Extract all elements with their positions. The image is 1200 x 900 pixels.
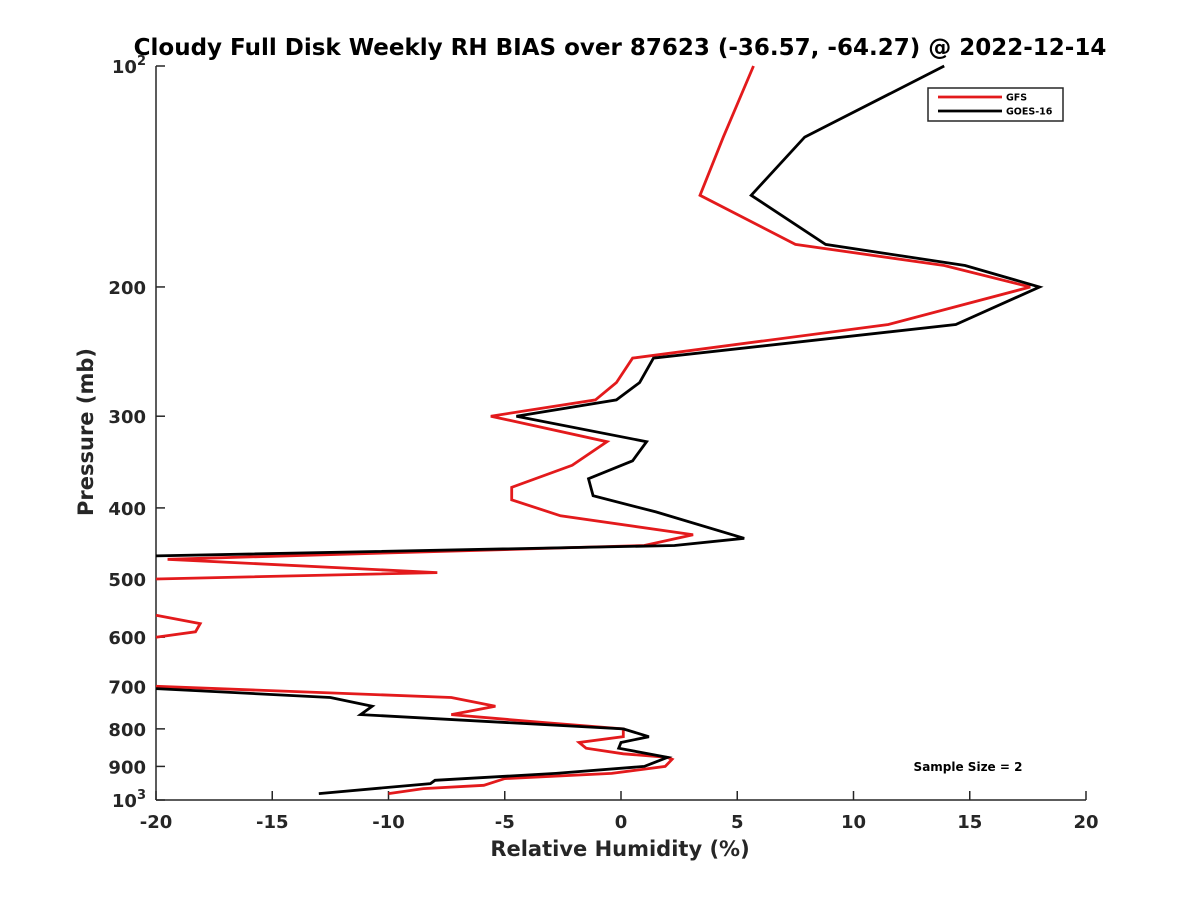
series-line-goes-16 (155, 64, 1044, 795)
y-tick-base: 300 (108, 407, 146, 428)
legend-box (927, 87, 1064, 122)
chart-title: Cloudy Full Disk Weekly RH BIAS over 876… (134, 35, 1107, 61)
series-lines (155, 64, 1044, 795)
x-tick-label: -15 (256, 812, 289, 833)
x-tick-label: 0 (615, 812, 628, 833)
x-tick-label: 5 (731, 812, 744, 833)
y-tick-label: 300 (108, 407, 146, 428)
legend: GFS GOES-16 (927, 87, 1064, 122)
y-tick-label: 800 (108, 720, 146, 741)
x-tick-label: 15 (957, 812, 982, 833)
x-tick-label: 10 (841, 812, 866, 833)
y-tick-base: 500 (108, 570, 146, 591)
x-tick-label: -10 (372, 812, 405, 833)
y-tick-base: 700 (108, 677, 146, 698)
legend-entry-label: GFS (1006, 93, 1027, 104)
y-tick-base: 900 (108, 757, 146, 778)
y-tick-label: 900 (108, 757, 146, 778)
y-tick-base: 800 (108, 720, 146, 741)
y-tick-label: 600 (108, 628, 146, 649)
x-axis-label: Relative Humidity (%) (490, 837, 749, 861)
y-tick-base: 400 (108, 499, 146, 520)
series-line-gfs (155, 65, 1031, 795)
y-tick-label: 400 (108, 499, 146, 520)
y-axis-label: Pressure (mb) (74, 348, 98, 516)
y-tick-exponent: 2 (137, 54, 146, 69)
y-tick-base: 200 (108, 278, 146, 299)
plot-area (155, 66, 1086, 801)
y-tick-base: 10 (112, 57, 137, 78)
y-tick-base: 600 (108, 628, 146, 649)
y-tick-base: 10 (112, 791, 137, 812)
legend-entry-label: GOES-16 (1006, 107, 1053, 118)
y-tick-label: 102 (112, 54, 146, 78)
y-tick-label: 500 (108, 570, 146, 591)
y-tick-label: 700 (108, 677, 146, 698)
x-tick-label: -20 (140, 812, 173, 833)
y-tick-label: 200 (108, 278, 146, 299)
y-tick-label: 103 (112, 788, 146, 812)
y-tick-exponent: 3 (137, 788, 146, 803)
x-tick-label: 20 (1073, 812, 1098, 833)
x-tick-label: -5 (495, 812, 515, 833)
x-axis-ticks: -20 -15 -10 -5 0 5 10 15 20 (140, 791, 1099, 833)
sample-size-annotation: Sample Size = 2 (914, 760, 1023, 774)
